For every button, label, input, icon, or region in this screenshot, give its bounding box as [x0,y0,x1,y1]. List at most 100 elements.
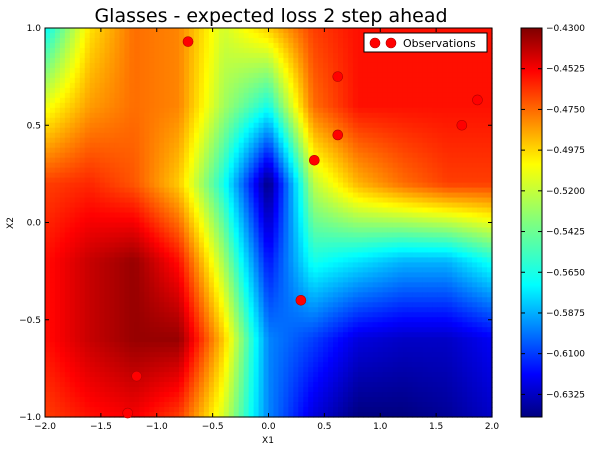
heatmap-cell [372,197,379,204]
heatmap-cell [218,87,225,94]
heatmap-cell [109,107,116,114]
heatmap-cell [482,167,488,174]
heatmap-cell [308,102,314,109]
heatmap-cell [74,72,81,79]
heatmap-cell [347,127,354,134]
heatmap-cell [84,262,91,268]
heatmap-cell [343,77,349,84]
heatmap-cell [74,82,81,89]
heatmap-cell [134,217,140,224]
heatmap-cell [69,167,76,174]
heatmap-cell [472,192,478,199]
heatmap-cell [169,217,175,224]
heatmap-cell [49,212,56,219]
heatmap-cell [129,192,135,199]
heatmap-cell [313,262,319,268]
heatmap-cell [59,112,66,119]
heatmap-cell [452,122,458,129]
heatmap-cell [144,237,150,244]
heatmap-cell [243,232,250,239]
heatmap-cell [74,287,81,293]
heatmap-cell [442,147,448,154]
heatmap-cell [382,277,389,283]
heatmap-cell [372,282,379,288]
heatmap-cell [198,137,205,144]
heatmap-cell [189,227,195,234]
heatmap-cell [387,157,394,164]
heatmap-cell [253,32,260,39]
heatmap-cell [218,302,225,308]
heatmap-cell [184,57,190,64]
heatmap-cell [487,242,493,249]
heatmap-cell [154,292,160,298]
heatmap-cell [318,217,324,224]
heatmap-cell [144,282,150,288]
heatmap-cell [223,92,230,99]
heatmap-cell [119,237,126,244]
heatmap-cell [208,87,215,94]
heatmap-cell [149,292,155,298]
heatmap-cell [343,207,349,214]
heatmap-cell [84,247,91,254]
heatmap-cell [258,142,265,149]
heatmap-cell [233,182,240,189]
heatmap-cell [472,212,478,219]
heatmap-cell [238,152,245,159]
heatmap-cell [228,117,235,124]
heatmap-cell [129,212,135,219]
heatmap-cell [437,52,443,59]
heatmap-cell [357,212,364,219]
heatmap-cell [139,87,145,94]
heatmap-cell [94,132,101,139]
heatmap-cell [218,162,225,169]
heatmap-cell [333,152,339,159]
heatmap-cell [104,37,111,44]
heatmap-cell [323,237,329,244]
heatmap-cell [323,137,329,144]
heatmap-cell [223,62,230,69]
heatmap-cell [427,227,433,234]
heatmap-cell [258,227,265,234]
heatmap-cell [457,227,463,234]
heatmap-cell [487,277,493,283]
heatmap-cell [487,287,493,293]
heatmap-cell [45,82,51,89]
heatmap-cell [49,52,56,59]
heatmap-cell [104,122,111,129]
heatmap-cell [278,277,284,283]
heatmap-cell [412,197,419,204]
heatmap-cell [437,57,443,64]
heatmap-cell [194,102,200,109]
heatmap-cell [402,187,409,194]
heatmap-cell [427,282,433,288]
heatmap-cell [258,222,265,229]
heatmap-cell [243,62,250,69]
heatmap-cell [203,242,210,249]
heatmap-cell [189,127,195,134]
heatmap-cell [129,277,135,283]
heatmap-cell [253,257,260,263]
heatmap-cell [119,132,126,139]
heatmap-cell [392,227,399,234]
heatmap-cell [387,97,394,104]
heatmap-cell [303,262,309,268]
heatmap-cell [412,177,419,184]
heatmap-cell [447,117,453,124]
heatmap-cell [283,227,289,234]
heatmap-cell [189,162,195,169]
heatmap-cell [268,92,275,99]
heatmap-cell [89,97,96,104]
heatmap-cell [174,302,180,308]
heatmap-cell [477,227,483,234]
heatmap-cell [467,167,473,174]
heatmap-cell [124,282,131,288]
heatmap-cell [253,42,260,49]
heatmap-cell [343,182,349,189]
heatmap-cell [382,242,389,249]
heatmap-cell [347,137,354,144]
heatmap-cell [213,177,220,184]
heatmap-cell [318,242,324,249]
heatmap-cell [99,47,106,54]
heatmap-cell [462,197,468,204]
heatmap-cell [149,272,155,278]
